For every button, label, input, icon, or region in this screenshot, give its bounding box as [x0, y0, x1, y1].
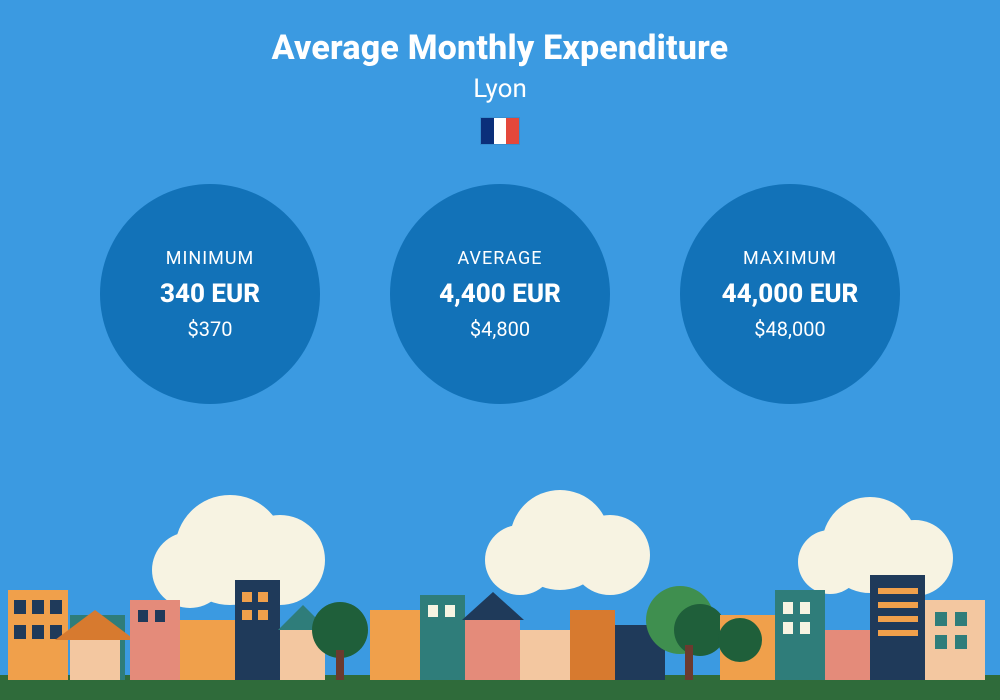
- stat-secondary-value: $370: [188, 317, 233, 341]
- buildings-right: [718, 575, 985, 680]
- stat-bubble-minimum: MINIMUM 340 EUR $370: [100, 184, 320, 404]
- stat-primary-value: 4,400 EUR: [439, 279, 561, 309]
- stat-label: AVERAGE: [458, 248, 543, 269]
- stat-label: MINIMUM: [166, 248, 254, 269]
- stat-bubble-maximum: MAXIMUM 44,000 EUR $48,000: [680, 184, 900, 404]
- flag-stripe-white: [494, 118, 507, 144]
- buildings-center: [370, 586, 726, 680]
- stat-bubbles-row: MINIMUM 340 EUR $370 AVERAGE 4,400 EUR $…: [0, 184, 1000, 404]
- stat-secondary-value: $4,800: [470, 317, 530, 341]
- france-flag-icon: [481, 118, 519, 144]
- flag-stripe-red: [506, 118, 519, 144]
- flag-stripe-blue: [481, 118, 494, 144]
- header: Average Monthly Expenditure Lyon: [0, 0, 1000, 144]
- stat-bubble-average: AVERAGE 4,400 EUR $4,800: [390, 184, 610, 404]
- stat-secondary-value: $48,000: [754, 317, 825, 341]
- cityscape-illustration: [0, 480, 1000, 700]
- stat-primary-value: 44,000 EUR: [722, 279, 859, 309]
- city-name: Lyon: [0, 74, 1000, 104]
- stat-primary-value: 340 EUR: [160, 279, 260, 309]
- stat-label: MAXIMUM: [743, 248, 837, 269]
- page-title: Average Monthly Expenditure: [0, 28, 1000, 68]
